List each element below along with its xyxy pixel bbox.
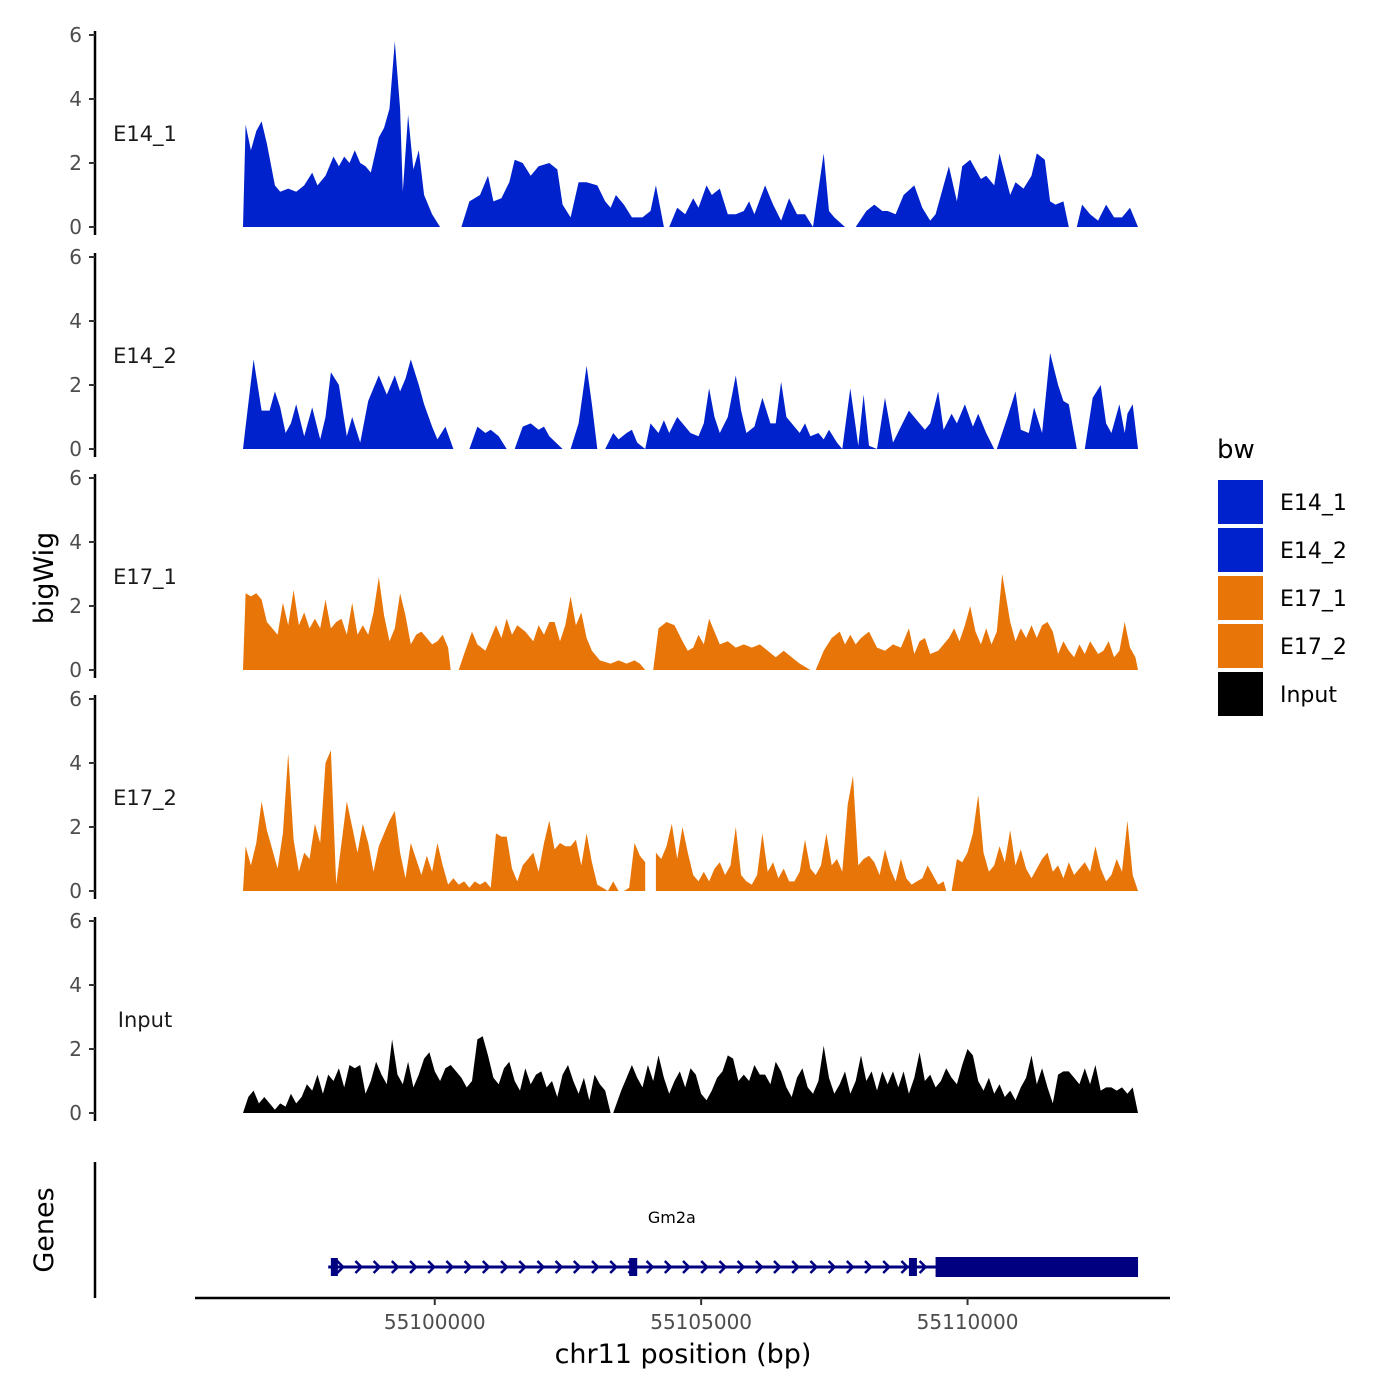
strand-arrow [336, 1260, 345, 1274]
strand-arrow [791, 1260, 800, 1274]
track-label: E17_1 [113, 565, 177, 590]
gene-model [328, 1257, 1139, 1277]
strand-arrow [718, 1260, 728, 1274]
strand-arrow [700, 1260, 709, 1274]
legend-label: E17_2 [1280, 635, 1347, 660]
strand-arrow [754, 1260, 764, 1274]
coverage-area [243, 574, 1138, 670]
strand-arrow [882, 1260, 891, 1274]
track-input: 0 2 4 6 Input [69, 909, 1138, 1125]
strand-arrow [409, 1260, 418, 1274]
x-axis-title: chr11 position (bp) [555, 1339, 812, 1370]
strand-arrow [645, 1260, 655, 1274]
strand-arrow [845, 1260, 855, 1274]
legend: bw E14_1 E14_2 E17_1 E17_2 Input [1217, 435, 1347, 716]
strand-arrow [481, 1260, 491, 1274]
strand-arrow [445, 1260, 455, 1274]
track-label: E17_2 [113, 786, 177, 811]
y-tick-label: 4 [69, 530, 82, 554]
strand-arrow [900, 1260, 910, 1274]
track-e17-1: 0 2 4 6 E17_1 [69, 466, 1138, 682]
gene-panel: Genes Gm2a [29, 1162, 1139, 1298]
y-tick-label: 6 [69, 466, 82, 490]
gene-exon [330, 1258, 338, 1276]
y-tick-label: 6 [69, 245, 82, 269]
y-tick-label: 0 [69, 658, 82, 682]
y-tick-label: 2 [69, 594, 82, 618]
y-tick-label: 6 [69, 687, 82, 711]
strand-arrow [736, 1260, 746, 1274]
bigwig-tracks: 0 2 4 6 E14_1 0 2 4 6 E14_2 0 2 4 6 E17_1 0 2 4 6 E17_2 0 2 4 6… [69, 23, 1138, 1125]
track-e17-2: 0 2 4 6 E17_2 [69, 687, 1138, 903]
y-tick-label: 0 [69, 437, 82, 461]
strand-arrow [427, 1260, 436, 1274]
strand-arrow [864, 1260, 873, 1274]
legend-title: bw [1217, 435, 1255, 465]
coverage-area [243, 41, 1138, 228]
y-tick-label: 4 [69, 751, 82, 775]
legend-label: E17_1 [1280, 587, 1347, 612]
y-tick-label: 0 [69, 1101, 82, 1125]
y-tick-label: 4 [69, 309, 82, 333]
y-tick-label: 2 [69, 373, 82, 397]
strand-arrow [390, 1260, 400, 1274]
coverage-area [243, 1036, 1138, 1113]
coverage-area [243, 750, 1138, 891]
strand-arrow [591, 1260, 600, 1274]
strand-arrow [572, 1260, 582, 1274]
track-e14-2: 0 2 4 6 E14_2 [69, 245, 1138, 461]
strand-arrow [682, 1260, 691, 1274]
legend-swatch [1218, 672, 1263, 716]
strand-arrow [500, 1260, 509, 1274]
y-tick-label: 0 [69, 879, 82, 903]
strand-arrow [827, 1260, 837, 1274]
x-axis: 55100000 55105000 55110000 [195, 1296, 1170, 1334]
legend-swatch [1218, 528, 1263, 572]
y-tick-label: 2 [69, 1037, 82, 1061]
y-tick-label: 6 [69, 23, 82, 47]
legend-label: E14_2 [1280, 539, 1347, 564]
legend-swatch [1218, 480, 1263, 524]
y-axis-title: bigWig [29, 532, 60, 625]
gene-label: Gm2a [648, 1208, 696, 1227]
strand-arrow [918, 1260, 928, 1274]
y-tick-label: 2 [69, 151, 82, 175]
track-label: Input [118, 1008, 172, 1032]
strand-arrow [518, 1260, 527, 1274]
gene-exon-block [935, 1257, 1139, 1277]
track-label: E14_2 [113, 344, 177, 369]
strand-arrow [809, 1260, 819, 1274]
strand-arrow [463, 1260, 473, 1274]
legend-label: Input [1280, 683, 1337, 708]
x-tick-label: 55110000 [917, 1310, 1019, 1334]
strand-arrow [609, 1260, 618, 1274]
coverage-area [243, 353, 1138, 449]
y-tick-label: 4 [69, 973, 82, 997]
strand-arrow [773, 1260, 782, 1274]
strand-arrow [554, 1260, 564, 1274]
y-tick-label: 0 [69, 215, 82, 239]
gene-exon [908, 1258, 917, 1276]
y-tick-label: 6 [69, 909, 82, 933]
gene-exon [629, 1258, 638, 1276]
strand-arrow [663, 1260, 673, 1274]
track-e14-1: 0 2 4 6 E14_1 [69, 23, 1138, 239]
strand-arrow [354, 1260, 364, 1274]
genes-axis-title: Genes [29, 1187, 60, 1272]
legend-label: E14_1 [1280, 491, 1347, 516]
legend-swatch [1218, 576, 1263, 620]
legend-swatch [1218, 624, 1263, 668]
track-label: E14_1 [113, 122, 177, 147]
x-tick-label: 55100000 [384, 1310, 486, 1334]
strand-arrow [372, 1260, 382, 1274]
strand-arrow [536, 1260, 546, 1274]
y-tick-label: 4 [69, 87, 82, 111]
y-tick-label: 2 [69, 815, 82, 839]
x-tick-label: 55105000 [650, 1310, 752, 1334]
